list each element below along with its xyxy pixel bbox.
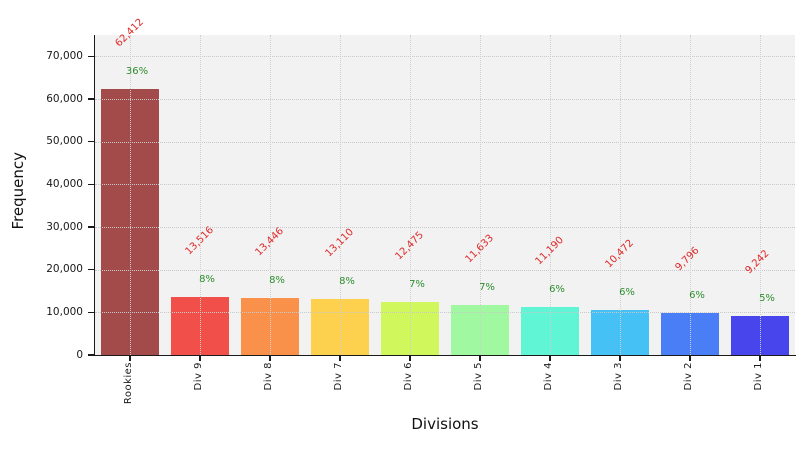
bar-value-label: 11,190: [533, 234, 567, 268]
gridline-vertical: [340, 35, 341, 355]
y-tick-mark: [88, 55, 94, 58]
y-tick-label: 10,000: [46, 305, 83, 318]
bar-value-label: 10,472: [603, 237, 637, 271]
x-tick-label: Div 4: [543, 362, 554, 391]
bar-percent-label: 7%: [409, 279, 425, 290]
x-tick-mark: [339, 356, 341, 361]
bar-percent-label: 36%: [125, 66, 149, 77]
bar-percent-label: 8%: [339, 276, 355, 287]
x-tick-label: Div 1: [753, 362, 764, 391]
bar-value-label: 12,475: [393, 229, 427, 263]
bar-value-label: 11,633: [463, 232, 497, 266]
plot-area: 62,412 36% 13,516 8% 13,446 8% 13,110 8% 12,475 7…: [95, 17, 795, 355]
bar-percent-label: 8%: [269, 275, 285, 286]
bar-value-label: 9,242: [743, 248, 772, 277]
gridline-vertical: [690, 35, 691, 355]
y-tick-mark: [88, 98, 94, 100]
y-tick-mark: [88, 311, 94, 314]
y-axis-spine: [94, 35, 96, 356]
x-tick-mark: [549, 356, 551, 361]
gridline-horizontal: [95, 99, 795, 100]
bar-value-label: 13,446: [253, 225, 287, 259]
y-tick-mark: [88, 141, 94, 143]
bar-value-label: 9,796: [673, 245, 702, 274]
x-tick-mark: [689, 356, 691, 361]
grid-layer: [95, 35, 795, 355]
gridline-vertical: [550, 35, 551, 355]
y-axis-title: Frequency: [9, 152, 27, 230]
gridline-vertical: [620, 35, 621, 355]
y-tick-label: 40,000: [46, 177, 83, 190]
x-tick-mark: [759, 356, 761, 361]
x-axis-spine: [94, 355, 796, 357]
y-tick-label: 20,000: [46, 263, 83, 276]
x-tick-mark: [479, 356, 481, 361]
x-tick-label: Div 2: [683, 362, 694, 391]
x-tick-label: Div 3: [613, 362, 624, 391]
gridline-vertical: [270, 35, 271, 355]
bar-value-label: 62,412: [113, 16, 147, 50]
gridline-vertical: [480, 35, 481, 355]
y-tick-mark: [88, 226, 94, 228]
bar-percent-label: 6%: [689, 290, 705, 301]
x-tick-mark: [199, 356, 201, 361]
gridline-horizontal: [95, 184, 795, 186]
gridline-vertical: [410, 35, 411, 355]
x-tick-mark: [409, 356, 411, 361]
y-tick-mark: [88, 183, 94, 186]
gridline-vertical: [760, 35, 761, 355]
gridline-horizontal: [95, 141, 795, 143]
y-tick-mark: [88, 354, 94, 356]
bar-percent-label: 5%: [759, 293, 775, 304]
bar-percent-label: 7%: [479, 282, 495, 293]
x-tick-mark: [129, 356, 131, 361]
x-tick-label: Div 5: [473, 362, 484, 391]
gridline-horizontal: [95, 227, 795, 228]
bar-percent-label: 6%: [619, 287, 635, 298]
x-tick-label: Div 7: [333, 362, 344, 391]
y-tick-label: 30,000: [46, 220, 83, 233]
annotations-layer: 62,412 36% 13,516 8% 13,446 8% 13,110 8% 12,475 7…: [95, 17, 795, 355]
x-tick-label: Div 8: [263, 362, 274, 391]
x-tick-mark: [619, 356, 621, 361]
y-tick-label: 50,000: [46, 135, 83, 148]
y-tick-label: 60,000: [46, 92, 83, 105]
x-tick-mark: [269, 356, 271, 361]
x-tick-label: Rookies: [123, 362, 134, 405]
gridline-horizontal: [95, 312, 795, 314]
bar-value-label: 13,110: [323, 226, 357, 260]
x-tick-label: Div 6: [403, 362, 414, 391]
bar-value-label: 13,516: [183, 224, 217, 258]
x-tick-label: Div 9: [193, 362, 204, 391]
gridline-horizontal: [95, 269, 795, 271]
gridline-horizontal: [95, 56, 795, 58]
y-tick-label: 0: [76, 348, 83, 361]
bar-percent-label: 8%: [199, 274, 215, 285]
gridline-vertical: [200, 35, 201, 355]
y-tick-label: 70,000: [46, 49, 83, 62]
x-axis-title: Divisions: [411, 415, 479, 433]
y-tick-mark: [88, 269, 94, 271]
gridline-vertical: [130, 35, 131, 355]
bar-percent-label: 6%: [549, 284, 565, 295]
